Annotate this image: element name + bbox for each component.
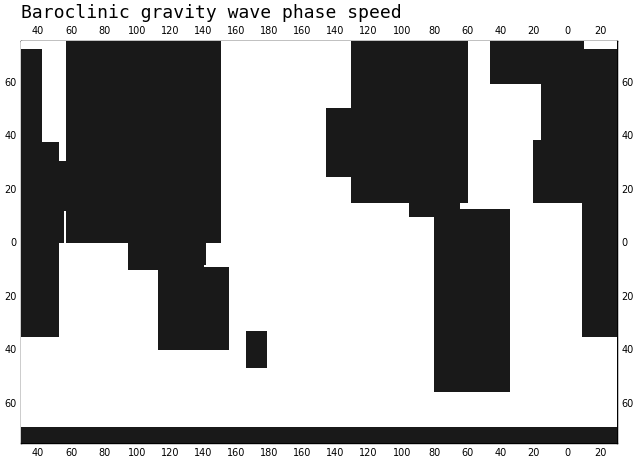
Text: 3.4: 3.4 xyxy=(389,215,400,223)
Text: 1.4: 1.4 xyxy=(430,323,441,329)
Text: 2.2: 2.2 xyxy=(428,183,440,191)
Text: 4.0: 4.0 xyxy=(264,245,276,254)
Text: 0.6: 0.6 xyxy=(41,347,54,357)
Text: 3.2: 3.2 xyxy=(327,204,338,211)
Text: 0.4: 0.4 xyxy=(500,77,512,85)
Text: 2.0: 2.0 xyxy=(33,170,45,179)
Text: 2.2: 2.2 xyxy=(185,304,197,313)
Text: 1.6: 1.6 xyxy=(379,312,391,320)
Text: 1.0: 1.0 xyxy=(63,341,76,351)
Text: 2.0: 2.0 xyxy=(432,303,444,310)
Text: 2.8: 2.8 xyxy=(369,196,381,203)
Text: 2.6: 2.6 xyxy=(440,284,451,291)
Text: 2.4: 2.4 xyxy=(260,171,272,180)
Text: 3.0: 3.0 xyxy=(271,272,283,280)
Text: 2.4: 2.4 xyxy=(380,289,392,296)
Text: 3.2: 3.2 xyxy=(397,267,409,273)
Text: 0.8: 0.8 xyxy=(545,98,557,105)
Text: 2.8: 2.8 xyxy=(366,277,378,284)
Text: 1.8: 1.8 xyxy=(261,312,273,321)
Text: 2.6: 2.6 xyxy=(75,195,87,202)
Text: 1.2: 1.2 xyxy=(156,121,169,129)
Text: 4.0: 4.0 xyxy=(602,248,614,255)
Text: 0.8: 0.8 xyxy=(155,361,167,370)
Text: 1.8: 1.8 xyxy=(85,159,97,167)
Text: 0.6: 0.6 xyxy=(253,91,264,97)
Text: 4.0: 4.0 xyxy=(27,241,40,251)
Text: 3.4: 3.4 xyxy=(324,259,336,267)
Text: 1.2: 1.2 xyxy=(33,324,46,334)
Text: Baroclinic gravity wave phase speed: Baroclinic gravity wave phase speed xyxy=(22,4,402,22)
Text: 1.0: 1.0 xyxy=(27,132,40,142)
Text: 3.0: 3.0 xyxy=(436,208,448,214)
Text: 1.4: 1.4 xyxy=(385,154,396,160)
Text: 0.4: 0.4 xyxy=(535,375,547,383)
Text: 1.6: 1.6 xyxy=(427,163,439,171)
